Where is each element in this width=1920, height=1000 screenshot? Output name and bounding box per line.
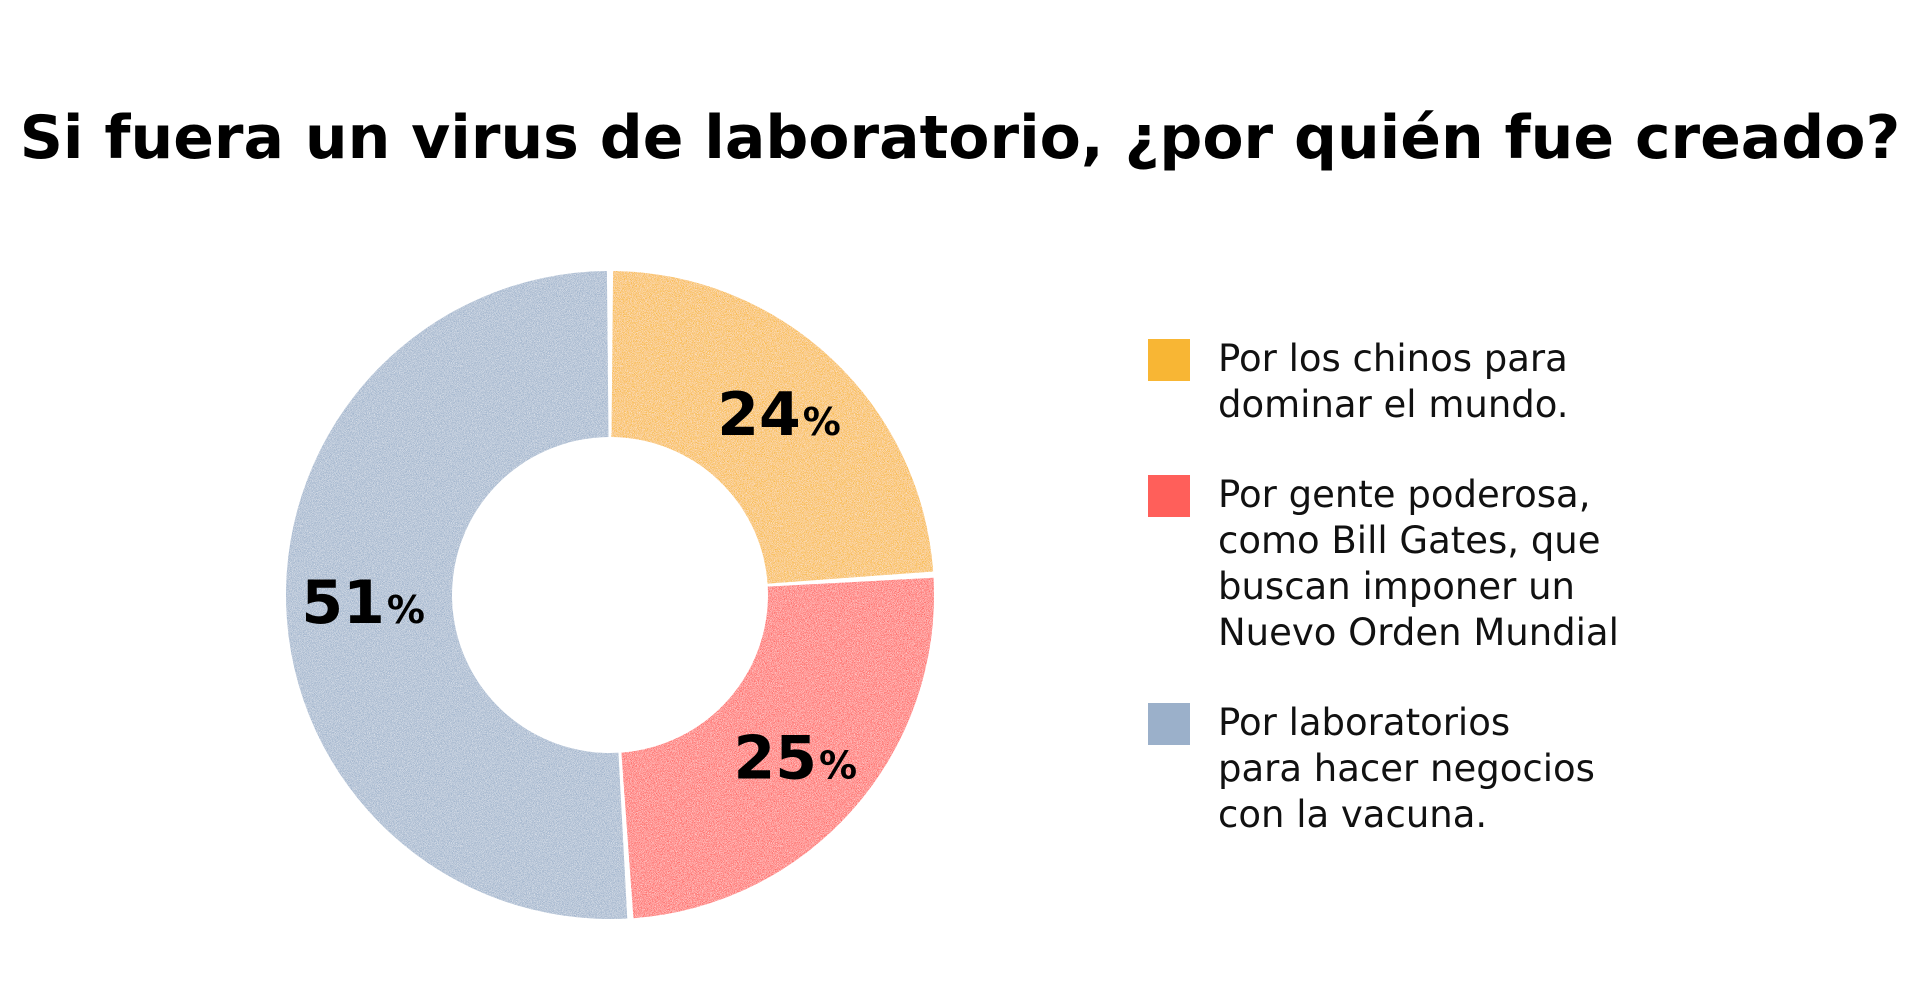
chart-title: Si fuera un virus de laboratorio, ¿por q… (19, 103, 1901, 173)
slice-value-number-chinos: 24 (717, 380, 801, 450)
legend-swatch-gente-poderosa (1148, 475, 1190, 517)
legend-label-laboratorios: Por laboratorios para hacer negocios con… (1218, 701, 1595, 836)
legend-label-gente-poderosa: Por gente poderosa, como Bill Gates, que… (1218, 473, 1619, 654)
donut-slice-gente-poderosa (621, 577, 934, 919)
slice-value-unit-laboratorios: % (387, 588, 425, 632)
slice-value-label-gente-poderosa: 25% (733, 723, 857, 793)
chart-legend: Por los chinos para dominar el mundo. Po… (1148, 336, 1868, 882)
donut-chart-svg: 24%25%51% (285, 271, 934, 920)
legend-label-chinos: Por los chinos para dominar el mundo. (1218, 337, 1569, 426)
legend-swatch-laboratorios (1148, 703, 1190, 745)
legend-item-gente-poderosa: Por gente poderosa, como Bill Gates, que… (1148, 472, 1868, 656)
slice-value-number-laboratorios: 51 (301, 568, 385, 638)
donut-slice-laboratorios (285, 271, 628, 920)
legend-item-laboratorios: Por laboratorios para hacer negocios con… (1148, 700, 1868, 838)
legend-swatch-chinos (1148, 339, 1190, 381)
slice-value-unit-gente-poderosa: % (819, 743, 857, 787)
slice-value-label-laboratorios: 51% (301, 568, 425, 638)
slice-value-label-chinos: 24% (717, 380, 841, 450)
slice-value-unit-chinos: % (803, 400, 841, 444)
donut-slice-chinos (611, 271, 934, 584)
legend-item-chinos: Por los chinos para dominar el mundo. (1148, 336, 1868, 428)
slice-value-number-gente-poderosa: 25 (733, 723, 817, 793)
donut-chart: 24% 25% 51% (270, 255, 950, 935)
